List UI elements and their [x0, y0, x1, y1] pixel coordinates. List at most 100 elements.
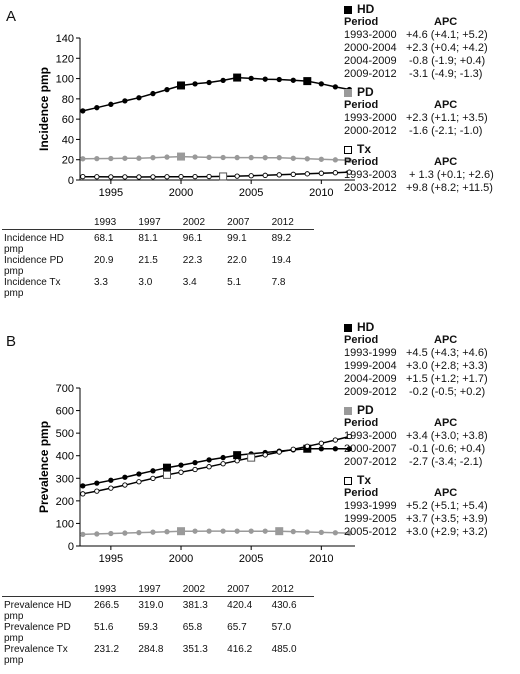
prevalence-tx-point: [262, 452, 268, 458]
prevalence-pd-point: [304, 529, 310, 535]
incidence-hd-point: [332, 84, 339, 90]
incidence-y-tick-label: 80: [62, 94, 74, 106]
incidence-hd-point: [220, 77, 226, 84]
table-cell: 19.4: [271, 255, 292, 266]
apc-row: 1993-2003 + 1.3 (+0.1; +2.6): [344, 169, 494, 182]
table-row-label: Prevalence HD pmp: [2, 597, 92, 622]
prevalence-pd-point: [108, 530, 114, 537]
legend-marker-icon: [344, 88, 352, 97]
prevalence-tx-joinpoint: [162, 470, 171, 479]
prevalence-y-tick-label: 500: [56, 428, 74, 440]
incidence-y-tick-label: 20: [62, 155, 74, 167]
prevalence-pd-point: [290, 528, 296, 535]
incidence-tx-point: [262, 172, 268, 178]
legend-marker-icon: [344, 406, 352, 415]
table-cell: 89.2: [271, 233, 292, 244]
prevalence-tx-point: [192, 466, 198, 473]
prevalence-pd-point: [164, 529, 170, 535]
prevalence-y-tick-label: 200: [56, 496, 74, 508]
incidence-apc-legend: HD Period APC 1993-2000 +4.6 (+4.1; +5.2) 200…: [344, 3, 494, 195]
apc-period: 2009-2012: [344, 68, 397, 80]
table-row-label: Incidence PD pmp: [2, 255, 92, 277]
table-cell: 99.1: [227, 233, 247, 244]
prevalence-hd-joinpoint: [162, 463, 171, 472]
apc-period: 1993-2000: [344, 430, 397, 442]
prevalence-tx-point: [108, 485, 114, 491]
table-cell: 3.3: [94, 277, 108, 288]
incidence-tx-joinpoint: [219, 172, 228, 181]
table-row-label-line: Incidence HD: [4, 233, 65, 244]
table-corner-cell: [2, 217, 92, 230]
apc-series-name: Tx: [357, 142, 372, 156]
incidence-tx-point: [276, 172, 282, 178]
prevalence-tx-point: [346, 433, 353, 440]
incidence-hd-point: [318, 81, 324, 87]
apc-value: +5.2 (+5.1; +5.4): [406, 500, 488, 512]
apc-row: 2004-2009 +1.5 (+1.2; +1.7): [344, 373, 488, 386]
apc-value-header: APC: [434, 487, 458, 499]
incidence-tx-point: [248, 173, 254, 179]
apc-row: 1999-2004 +3.0 (+2.8; +3.3): [344, 360, 488, 373]
apc-value: +3.7 (+3.5; +3.9): [406, 513, 488, 525]
apc-value: +1.5 (+1.2; +1.7): [406, 373, 488, 385]
table-cell: 416.2: [227, 644, 253, 655]
apc-period: 2003-2012: [344, 182, 397, 194]
apc-block-title: PD: [344, 86, 494, 99]
apc-row: 2007-2012 -2.7 (-3.4; -2.1): [344, 456, 488, 469]
incidence-y-tick-label: 40: [62, 134, 74, 146]
apc-series-name: HD: [357, 2, 375, 16]
table-cell: 51.6: [94, 622, 114, 633]
incidence-pd-point: [164, 154, 170, 160]
apc-series-name: PD: [357, 403, 374, 417]
apc-block-title: HD: [344, 321, 488, 334]
apc-row: 1993-2000 +3.4 (+3.0; +3.8): [344, 430, 488, 443]
incidence-pd-point: [220, 154, 226, 161]
apc-block-tx: Tx Period APC 1993-1999 +5.2 (+5.1; +5.4) 199…: [344, 474, 488, 539]
incidence-pd-point: [80, 156, 86, 162]
prevalence-y-tick-label: 100: [56, 518, 74, 530]
apc-period: 1993-2000: [344, 29, 397, 41]
apc-value-header: APC: [434, 16, 458, 28]
incidence-tx-point: [178, 174, 184, 180]
prevalence-pd-point: [136, 529, 142, 536]
incidence-tx-point: [122, 174, 128, 180]
incidence-tx-point: [94, 174, 100, 180]
table-year-header: 1993: [92, 217, 137, 230]
prevalence-apc-legend: HD Period APC 1993-1999 +4.5 (+4.3; +4.6) 199…: [344, 321, 488, 539]
prevalence-tx-point: [150, 475, 156, 482]
apc-period-header: Period: [344, 334, 379, 346]
incidence-pd-point: [276, 155, 282, 161]
prevalence-pd-point: [206, 528, 212, 534]
apc-row: 2003-2012 +9.8 (+8.2; +11.5): [344, 182, 494, 195]
incidence-hd-point: [94, 105, 100, 111]
incidence-hd-point: [276, 76, 282, 83]
apc-value: +2.3 (+1.1; +3.5): [406, 112, 488, 124]
apc-row: 2000-2004 +2.3 (+0.4; +4.2): [344, 42, 494, 55]
table-row-label-line: pmp: [4, 611, 24, 622]
prevalence-pd-joinpoint: [275, 527, 284, 536]
prevalence-x-tick-label: 1995: [99, 553, 123, 565]
table-cell: 65.7: [227, 622, 247, 633]
apc-value: -0.2 (-0.5; +0.2): [406, 386, 486, 398]
table-row-label-line: pmp: [4, 244, 24, 255]
prevalence-tx-point: [290, 446, 296, 452]
table-cell: 420.4: [227, 600, 253, 611]
prevalence-hd-point: [178, 462, 184, 468]
apc-row: 1993-2000 +2.3 (+1.1; +3.5): [344, 112, 494, 125]
incidence-y-tick-label: 100: [56, 74, 74, 86]
prevalence-table: 1993 1997 2002 2007 2012 Prevalence HD pmp 266.…: [2, 584, 314, 666]
table-cell: 57.0: [271, 622, 292, 633]
prevalence-x-tick-label: 2005: [239, 553, 263, 565]
incidence-tx-point: [192, 174, 198, 180]
table-year-header: 2012: [269, 584, 314, 597]
table-year-header: 1997: [136, 584, 181, 597]
prevalence-y-tick-label: 300: [56, 473, 74, 485]
incidence-hd-point: [80, 108, 86, 114]
prevalence-hd-series-line: [82, 447, 350, 487]
table-cell: 22.0: [227, 255, 247, 266]
apc-row: 2004-2009 -0.8 (-1.9; +0.4): [344, 55, 494, 68]
incidence-pd-point: [262, 155, 268, 161]
table-row: Prevalence PD pmp 51.6 59.3 65.8 65.7 57.0: [2, 622, 314, 644]
prevalence-y-axis-label: Prevalence pmp: [37, 421, 51, 513]
legend-marker-icon: [344, 476, 352, 485]
